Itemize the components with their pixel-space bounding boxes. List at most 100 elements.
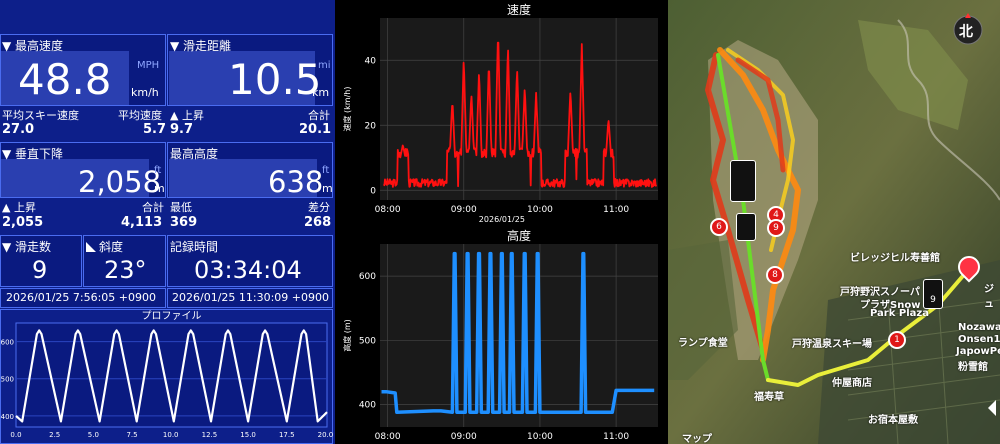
- profile-x-tick: 5.0: [88, 431, 99, 439]
- alt-plot-area: [380, 244, 658, 427]
- ascent2-value: 2,055: [2, 215, 44, 230]
- profile-x-tick: 20.0: [318, 431, 333, 439]
- alt-x-tick: 08:00: [375, 432, 401, 442]
- profile-x-tick: 15.0: [240, 431, 256, 439]
- label-yado: お宿本屋敷: [868, 415, 918, 426]
- maps-attribution[interactable]: マップ: [682, 434, 712, 444]
- diff-label: 差分: [308, 201, 330, 214]
- run-marker-9[interactable]: 9: [767, 219, 785, 237]
- stats-panel: ▼ 最高速度 48.8 MPH km/h ▼ 滑走距離 10.5 mi km 平…: [0, 0, 335, 444]
- alt-y-tick: 600: [359, 272, 376, 282]
- slope-label: 斜度: [99, 240, 124, 254]
- label-todo: 戸狩野沢スノーパ: [840, 287, 920, 298]
- lift-icon-right[interactable]: 9: [923, 279, 943, 309]
- diff-value: 268: [304, 215, 332, 230]
- map-expand-button[interactable]: [988, 400, 996, 416]
- min-alt-value: 369: [170, 215, 198, 230]
- ascent2-label: ▲ 上昇: [2, 201, 36, 214]
- profile-y-tick: 600: [1, 339, 14, 347]
- speed-ylabel: 速度 (km/h): [342, 87, 352, 132]
- record-time-box[interactable]: [167, 235, 333, 287]
- max-altitude-unit: m: [322, 182, 333, 195]
- speed-x-tick: 09:00: [451, 205, 477, 215]
- run-distance-value: 10.5: [228, 55, 322, 104]
- lift-icon-single[interactable]: [736, 213, 756, 241]
- max-altitude-label: 最高高度: [170, 147, 219, 161]
- runs-value: 9: [32, 256, 48, 284]
- charts-panel: 速度 速度 (km/h) 0 20 40 08:00 09:00 10:00 11:00 2026…: [338, 0, 666, 444]
- vertical-drop-value: 2,058: [78, 165, 162, 199]
- alt-x-tick: 11:00: [603, 432, 629, 442]
- speed-title: 速度: [507, 2, 531, 17]
- lift-stack-icon[interactable]: [730, 160, 756, 202]
- profile-x-tick: 17.5: [279, 431, 295, 439]
- ascent1-label: ▲ 上昇: [170, 109, 204, 122]
- alt-ylabel: 高度 (m): [342, 319, 352, 352]
- max-speed-label: ▼ 最高速度: [2, 39, 64, 53]
- speed-y-tick: 0: [370, 186, 376, 196]
- start-time-box: [0, 288, 166, 308]
- label-onsen: Onsen15M: [958, 334, 1000, 345]
- max-speed-box[interactable]: [0, 34, 166, 106]
- total2-label: 合計: [142, 201, 164, 214]
- total2-value: 4,113: [121, 215, 163, 230]
- vertical-drop-alt-unit[interactable]: ft: [154, 165, 162, 176]
- profile-x-tick: 2.5: [49, 431, 60, 439]
- label-nozawa: Nozawa: [958, 322, 1000, 333]
- run-distance-alt-unit[interactable]: mi: [318, 60, 331, 71]
- avg-ski-speed-label: 平均スキー速度: [2, 109, 79, 122]
- profile-x-tick: 10.0: [163, 431, 179, 439]
- alt-x-tick: 09:00: [451, 432, 477, 442]
- max-speed-alt-unit[interactable]: MPH: [137, 60, 160, 71]
- label-kona: 粉雪館: [958, 362, 988, 373]
- alt-title: 高度: [507, 228, 531, 243]
- route-map[interactable]: 北 6 4 9 8 1 9 ビレッジヒル寿善館 戸狩野沢スノーパ プラザSnow…: [668, 0, 1000, 444]
- record-time-value: 03:34:04: [194, 256, 302, 284]
- run-marker-8[interactable]: 8: [766, 266, 784, 284]
- slope-label-wrap: 斜度: [86, 238, 123, 255]
- run-distance-box[interactable]: [167, 34, 333, 106]
- end-time: 2026/01/25 11:30:09 +0900: [172, 291, 330, 304]
- max-altitude-alt-unit[interactable]: ft: [322, 165, 330, 176]
- run-marker-6[interactable]: 6: [710, 218, 728, 236]
- runs-box[interactable]: [0, 235, 82, 287]
- run-marker-1[interactable]: 1: [888, 331, 906, 349]
- label-fukuju: 福寿草: [754, 392, 784, 403]
- label-ski-school: 戸狩温泉スキー場: [792, 339, 872, 350]
- avg-ski-speed-value: 27.0: [2, 122, 35, 137]
- runs-label: ▼ 滑走数: [2, 240, 52, 254]
- profile-line: [15, 329, 328, 423]
- slope-box[interactable]: [83, 235, 166, 287]
- vertical-drop-box[interactable]: [0, 142, 166, 198]
- run-distance-unit: km: [312, 86, 330, 99]
- avg-speed-label: 平均速度: [118, 109, 162, 122]
- alt-y-tick: 500: [359, 336, 376, 346]
- profile-x-tick: 0.0: [10, 431, 21, 439]
- total1-label: 合計: [308, 109, 330, 122]
- start-time: 2026/01/25 7:56:05 +0900: [6, 291, 157, 304]
- max-altitude-value: 638: [268, 165, 324, 199]
- label-jy: ジュ: [984, 284, 994, 310]
- profile-x-tick: 7.5: [126, 431, 137, 439]
- speed-date-label: 2026/01/25: [479, 215, 525, 222]
- label-park: Park Plaza: [870, 308, 929, 319]
- end-time-box: [167, 288, 333, 308]
- max-speed-value: 48.8: [18, 55, 112, 104]
- label-plaza: プラザSnow: [860, 300, 921, 311]
- label-japow: JapowPe: [956, 346, 1000, 357]
- slope-value: 23°: [104, 256, 147, 284]
- speed-x-tick: 08:00: [375, 205, 401, 215]
- profile-title: プロファイル: [142, 310, 202, 322]
- max-altitude-box[interactable]: [167, 142, 333, 198]
- vertical-drop-label: ▼ 垂直下降: [2, 147, 64, 161]
- profile-y-tick: 400: [1, 413, 14, 421]
- alt-y-tick: 400: [359, 401, 376, 411]
- record-time-label: 記録時間: [170, 240, 219, 254]
- label-village-hill: ビレッジヒル寿善館: [850, 253, 940, 264]
- speed-x-tick: 10:00: [527, 205, 553, 215]
- compass-label: 北: [959, 24, 973, 40]
- profile-chart: プロファイル 600 500 400 0.0 2.5 5.0 7.5 10.0 12.5 15.0 1…: [1, 310, 333, 439]
- min-alt-label: 最低: [170, 201, 192, 214]
